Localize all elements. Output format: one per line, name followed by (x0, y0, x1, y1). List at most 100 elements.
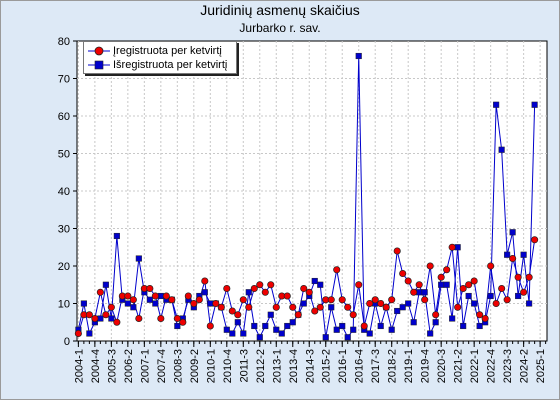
data-point-registered (305, 288, 313, 296)
data-point-deregistered (449, 315, 456, 322)
data-point-deregistered (256, 334, 263, 341)
data-point-registered (195, 296, 203, 304)
data-point-registered (151, 292, 159, 300)
data-point-deregistered (498, 146, 505, 153)
data-point-deregistered (317, 281, 324, 288)
data-point-registered (74, 329, 82, 338)
data-point-deregistered (251, 322, 258, 330)
data-point-deregistered (289, 319, 296, 326)
data-point-registered (311, 307, 319, 315)
data-point-deregistered (465, 292, 472, 300)
data-point-registered (355, 281, 363, 289)
data-point-registered (487, 262, 495, 270)
data-point-registered (239, 296, 247, 304)
x-tick-label: 2021-2 (453, 349, 465, 383)
x-tick-label: 2014-3 (304, 349, 316, 383)
data-point-registered (245, 303, 253, 311)
x-tick-label: 2022-1 (469, 349, 481, 383)
data-point-registered (377, 299, 385, 308)
data-point-deregistered (388, 326, 395, 333)
data-point-registered (190, 299, 198, 308)
data-point-registered (206, 322, 214, 330)
x-tick-label: 2006-2 (123, 349, 135, 383)
data-point-deregistered (520, 251, 527, 258)
x-tick-label: 2018-2 (387, 349, 399, 383)
data-point-deregistered (267, 311, 274, 318)
y-tick-label: 60 (58, 111, 70, 123)
data-point-deregistered (350, 326, 357, 333)
y-tick-label: 30 (58, 224, 70, 236)
y-tick-label: 50 (58, 149, 70, 161)
data-point-deregistered (344, 334, 351, 341)
legend: Įregistruota per ketvirtį Išregistruota … (83, 41, 237, 74)
data-point-registered (272, 303, 280, 311)
data-point-registered (146, 284, 154, 293)
data-point-deregistered (509, 229, 516, 236)
y-tick-label: 70 (58, 74, 70, 86)
data-point-deregistered (328, 304, 335, 311)
data-point-deregistered (262, 322, 269, 330)
data-point-registered (212, 299, 220, 308)
data-point-deregistered (201, 289, 208, 296)
data-point-registered (289, 303, 297, 311)
data-point-deregistered (245, 289, 252, 296)
x-tick-label: 2007-4 (156, 349, 168, 383)
data-point-registered (267, 281, 275, 289)
data-point-deregistered (438, 281, 445, 288)
data-point-registered (470, 277, 478, 285)
x-tick-label: 2005-3 (106, 349, 118, 383)
x-tick-label: 2008-3 (172, 349, 184, 383)
data-point-deregistered (333, 326, 340, 333)
data-point-registered (492, 299, 500, 308)
data-point-deregistered (515, 292, 522, 300)
data-point-registered (333, 266, 341, 274)
data-point-deregistered (526, 300, 533, 307)
data-point-registered (503, 296, 511, 304)
data-point-registered (135, 314, 143, 323)
data-point-registered (514, 273, 522, 281)
data-point-deregistered (322, 334, 329, 341)
data-point-registered (294, 311, 302, 319)
x-tick-label: 2012-2 (255, 349, 267, 383)
x-tick-label: 2025-1 (535, 349, 547, 383)
data-point-deregistered (476, 322, 483, 330)
data-point-deregistered (124, 300, 131, 307)
data-point-registered (107, 303, 115, 311)
data-point-registered (360, 322, 368, 330)
legend-square-marker-icon (88, 60, 110, 70)
data-point-registered (410, 288, 418, 296)
data-point-deregistered (240, 330, 247, 337)
y-tick-label: 20 (58, 261, 70, 273)
x-tick-label: 2010-1 (205, 349, 217, 383)
x-tick-label: 2024-2 (519, 349, 531, 383)
chart-title: Juridinių asmenų skaičius (200, 2, 360, 18)
y-tick-label: 0 (64, 336, 70, 348)
data-point-registered (415, 281, 423, 289)
data-point-registered (498, 284, 506, 293)
data-point-registered (129, 296, 137, 304)
data-point-registered (327, 296, 335, 304)
data-point-deregistered (278, 330, 285, 337)
data-point-registered (366, 299, 374, 308)
data-point-registered (426, 262, 434, 270)
data-point-registered (531, 236, 539, 244)
data-point-deregistered (273, 326, 280, 333)
data-point-deregistered (460, 322, 467, 330)
data-point-registered (256, 281, 264, 289)
data-point-registered (454, 303, 462, 311)
data-point-deregistered (174, 322, 181, 330)
y-tick-label: 80 (58, 36, 70, 48)
data-point-registered (124, 292, 132, 300)
data-point-deregistered (493, 101, 500, 108)
x-tick-label: 2019-4 (420, 349, 432, 383)
data-point-registered (520, 288, 528, 296)
data-point-deregistered (102, 281, 109, 288)
data-point-registered (459, 284, 467, 293)
x-tick-label: 2010-4 (222, 349, 234, 383)
data-point-registered (448, 243, 456, 251)
data-point-deregistered (135, 255, 142, 262)
data-point-registered (388, 296, 396, 304)
data-point-registered (404, 277, 412, 285)
y-tick-label: 10 (58, 299, 70, 311)
